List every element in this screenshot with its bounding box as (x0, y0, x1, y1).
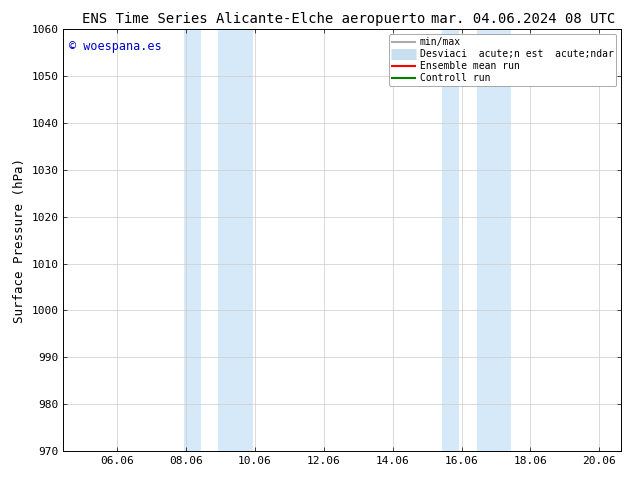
Bar (184, 29, 201, 451)
Legend: min/max, Desviaci  acute;n est  acute;ndar, Ensemble mean run, Controll run: min/max, Desviaci acute;n est acute;ndar… (389, 34, 616, 86)
Bar (477, 29, 511, 451)
Bar (218, 29, 253, 451)
Bar (443, 29, 460, 451)
Text: © woespana.es: © woespana.es (69, 40, 162, 53)
Text: mar. 04.06.2024 08 UTC: mar. 04.06.2024 08 UTC (430, 12, 615, 26)
Text: ENS Time Series Alicante-Elche aeropuerto: ENS Time Series Alicante-Elche aeropuert… (82, 12, 426, 26)
Y-axis label: Surface Pressure (hPa): Surface Pressure (hPa) (13, 158, 26, 322)
